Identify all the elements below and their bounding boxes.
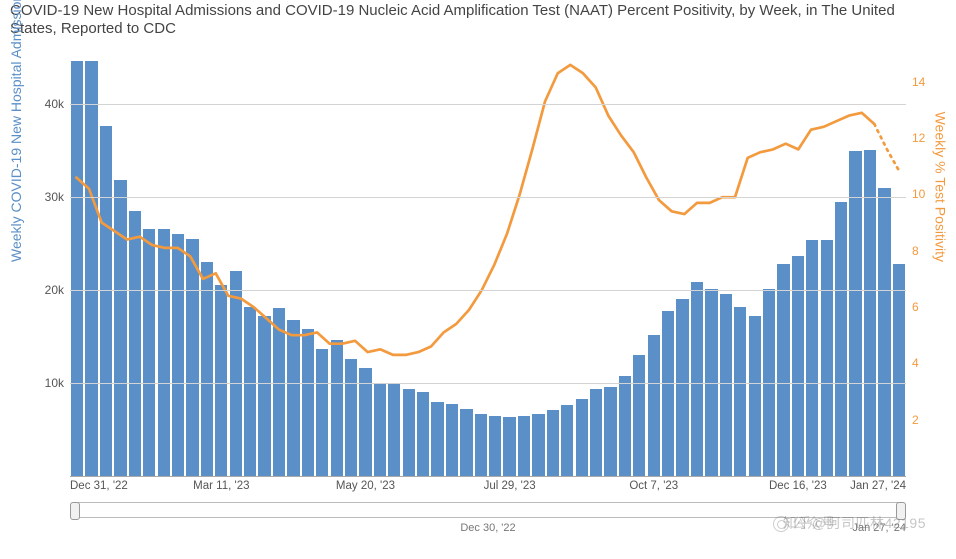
gridline [70, 104, 906, 105]
bar[interactable] [273, 308, 285, 476]
bar[interactable] [431, 402, 443, 476]
range-slider-right-label: Jan 27, '24 [853, 522, 906, 534]
range-slider-left-label: Dec 30, '22 [460, 522, 515, 534]
bar[interactable] [230, 271, 242, 476]
bar[interactable] [345, 359, 357, 476]
gridline [70, 197, 906, 198]
y1-tick: 20k [45, 283, 70, 297]
y1-axis-label: Weekly COVID-19 New Hospital Admissions [8, 0, 24, 262]
bar[interactable] [792, 256, 804, 477]
y1-tick: 30k [45, 190, 70, 204]
bar[interactable] [806, 240, 818, 476]
bar[interactable] [590, 389, 602, 476]
x-tick: Dec 16, '23 [769, 476, 827, 492]
y1-tick: 40k [45, 97, 70, 111]
bar[interactable] [648, 335, 660, 476]
wechat-icon [773, 516, 789, 532]
bar[interactable] [489, 416, 501, 476]
bar[interactable] [749, 316, 761, 476]
bar[interactable] [503, 417, 515, 476]
plot-area[interactable]: 10k20k30k40k2468101214Dec 31, '22Mar 11,… [70, 48, 906, 477]
bar[interactable] [158, 229, 170, 476]
bar[interactable] [547, 410, 559, 476]
bar[interactable] [129, 211, 141, 476]
y2-tick: 6 [906, 300, 919, 314]
bar[interactable] [244, 307, 256, 476]
bar[interactable] [893, 264, 905, 476]
bar[interactable] [662, 311, 674, 476]
bar[interactable] [849, 151, 861, 476]
bar[interactable] [460, 409, 472, 476]
bar[interactable] [201, 262, 213, 476]
x-tick: Dec 31, '22 [70, 476, 128, 492]
x-tick: Oct 7, '23 [629, 476, 678, 492]
chart-title: COVID-19 New Hospital Admissions and COV… [10, 2, 930, 38]
x-tick: Jul 29, '23 [484, 476, 536, 492]
y2-tick: 2 [906, 413, 919, 427]
bar[interactable] [258, 316, 270, 476]
bar[interactable] [287, 320, 299, 476]
y2-tick: 12 [906, 131, 925, 145]
bar[interactable] [374, 383, 386, 476]
bar[interactable] [691, 282, 703, 476]
y2-axis-label: Weekly % Test Positivity [932, 112, 948, 262]
bar[interactable] [475, 414, 487, 476]
bar[interactable] [835, 202, 847, 476]
bar[interactable] [576, 399, 588, 476]
y1-tick: 10k [45, 376, 70, 390]
range-slider[interactable] [70, 502, 906, 518]
x-tick: May 20, '23 [336, 476, 395, 492]
range-slider-handle-left[interactable] [70, 502, 80, 520]
bar[interactable] [676, 299, 688, 476]
range-slider-handle-right[interactable] [896, 502, 906, 520]
bar[interactable] [359, 368, 371, 476]
bar[interactable] [821, 240, 833, 476]
y2-tick: 8 [906, 244, 919, 258]
bar[interactable] [619, 376, 631, 476]
bar[interactable] [604, 387, 616, 476]
bar[interactable] [85, 61, 97, 476]
bar[interactable] [518, 416, 530, 476]
x-tick: Jan 27, '24 [850, 476, 906, 492]
bar[interactable] [316, 349, 328, 476]
bar[interactable] [388, 383, 400, 476]
bar[interactable] [720, 294, 732, 476]
bars-layer [70, 48, 906, 476]
bar[interactable] [71, 61, 83, 476]
y2-tick: 10 [906, 187, 925, 201]
bar[interactable] [734, 307, 746, 476]
bar[interactable] [633, 355, 645, 476]
bar[interactable] [186, 239, 198, 476]
x-tick: Mar 11, '23 [193, 476, 249, 492]
bar[interactable] [331, 340, 343, 476]
bar[interactable] [403, 389, 415, 476]
bar[interactable] [777, 264, 789, 476]
bar[interactable] [532, 414, 544, 476]
bar[interactable] [302, 329, 314, 476]
bar[interactable] [172, 234, 184, 476]
bar[interactable] [215, 285, 227, 476]
y2-tick: 14 [906, 75, 925, 89]
y2-tick: 4 [906, 356, 919, 370]
bar[interactable] [417, 392, 429, 476]
bar[interactable] [114, 180, 126, 476]
bar[interactable] [100, 126, 112, 476]
gridline [70, 290, 906, 291]
bar[interactable] [446, 404, 458, 476]
bar[interactable] [878, 188, 890, 476]
gridline [70, 383, 906, 384]
bar[interactable] [143, 229, 155, 476]
bar[interactable] [561, 405, 573, 476]
bar[interactable] [864, 150, 876, 476]
